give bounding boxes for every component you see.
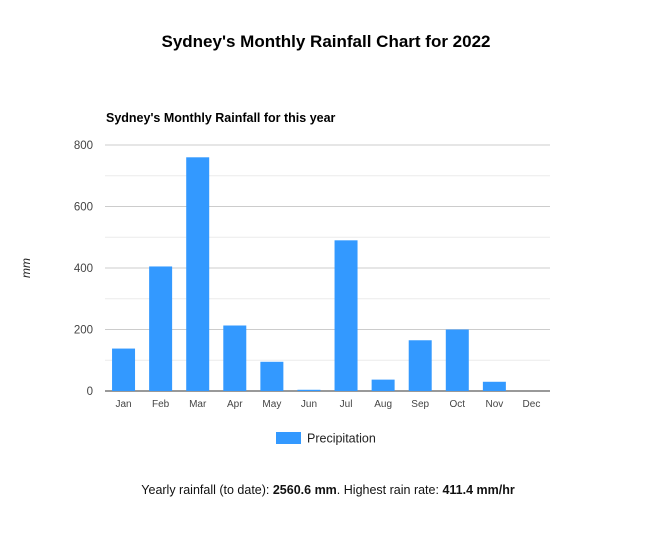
y-tick-label: 800	[74, 140, 93, 152]
highest-rain-rate-value: 411.4 mm/hr	[442, 483, 515, 497]
x-tick-label: Jun	[301, 399, 317, 410]
yearly-rainfall-value: 2560.6 mm	[272, 483, 337, 497]
highest-rain-rate-label: Highest rain rate:	[343, 483, 439, 497]
bar-jul[interactable]	[334, 240, 358, 391]
x-tick-label: Oct	[450, 399, 466, 410]
bar-jun[interactable]	[297, 389, 321, 391]
yearly-rainfall-label: Yearly rainfall (to date):	[141, 483, 270, 497]
gridlines	[105, 144, 550, 392]
y-tick-label: 400	[74, 263, 93, 275]
bars	[112, 157, 506, 391]
x-tick-label: Aug	[374, 399, 392, 410]
y-tick-labels: 0 200 400 600 800	[74, 140, 93, 398]
chart-title: Sydney's Monthly Rainfall for this year	[106, 111, 336, 125]
x-tick-label: May	[262, 399, 281, 410]
page-title: Sydney's Monthly Rainfall Chart for 2022	[161, 32, 491, 51]
y-tick-label: 600	[74, 202, 93, 214]
separator-period: .	[336, 483, 341, 497]
x-tick-label: Mar	[189, 399, 207, 410]
bar-apr[interactable]	[223, 325, 247, 391]
rainfall-chart: Sydney's Monthly Rainfall for this year …	[19, 111, 550, 446]
bar-oct[interactable]	[445, 329, 469, 392]
bar-nov[interactable]	[482, 381, 506, 391]
x-tick-label: Sep	[411, 399, 429, 410]
x-tick-label: Apr	[227, 399, 243, 410]
x-tick-label: Nov	[485, 399, 503, 410]
bar-aug[interactable]	[371, 379, 395, 391]
y-tick-label: 200	[74, 325, 93, 337]
rainfall-summary: Yearly rainfall (to date): 2560.6 mm. Hi…	[0, 483, 652, 497]
legend[interactable]: Precipitation	[276, 432, 376, 446]
y-tick-label: 0	[87, 386, 93, 398]
x-tick-label: Jan	[115, 399, 131, 410]
x-tick-label: Feb	[152, 399, 170, 410]
x-tick-labels: Jan Feb Mar Apr May Jun Jul Aug Sep Oct Nov Dec	[115, 399, 540, 410]
x-tick-label: Dec	[523, 399, 541, 410]
legend-label: Precipitation	[307, 432, 376, 446]
bar-mar[interactable]	[186, 157, 210, 391]
bar-jan[interactable]	[112, 348, 136, 391]
bar-may[interactable]	[260, 361, 284, 391]
legend-swatch	[276, 432, 301, 444]
y-axis-title: mm	[19, 258, 33, 278]
bar-feb[interactable]	[149, 266, 173, 391]
bar-sep[interactable]	[408, 340, 432, 391]
x-tick-label: Jul	[340, 399, 353, 410]
